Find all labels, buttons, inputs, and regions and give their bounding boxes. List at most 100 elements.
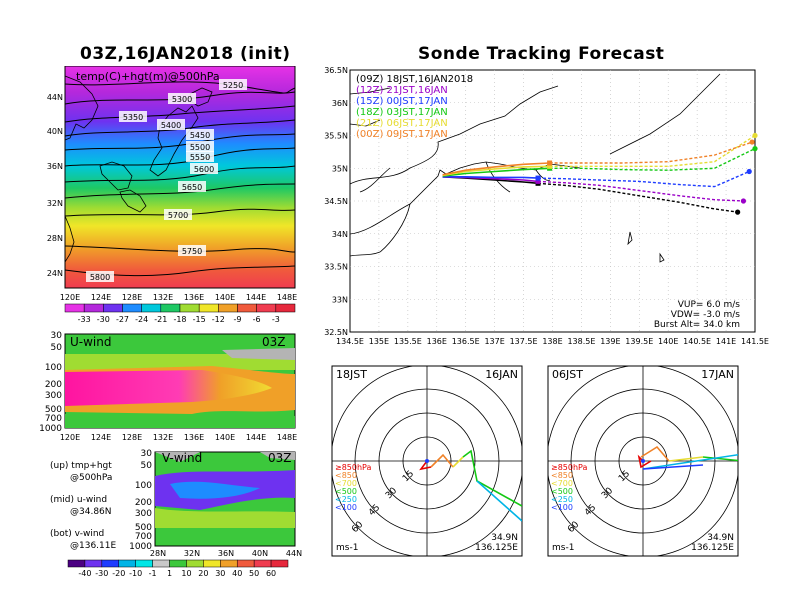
vdw-text: VDW= -3.0 m/s [670, 310, 740, 320]
track-line-dashed [537, 182, 738, 213]
track-marker-end [740, 198, 747, 204]
pressure-label: 200 [135, 498, 152, 508]
contour-label: 5550 [190, 153, 210, 162]
lon-label: 148E [277, 433, 297, 442]
colorbar-label: -24 [135, 315, 148, 324]
colorbar-label: 10 [181, 569, 191, 578]
note-mid: (mid) u-wind [50, 495, 108, 505]
vup-text: VUP= 6.0 m/s [677, 300, 740, 310]
track-line-dashed [537, 170, 750, 188]
hodo-trace [668, 456, 704, 462]
hodo-pos-lon: 136.125E [475, 543, 518, 553]
track-line-solid [442, 162, 550, 176]
x-tick-label: 139E [600, 337, 620, 346]
lon-label: 128E [122, 293, 142, 302]
x-tick-label: 135E [369, 337, 389, 346]
pressure-label: 1000 [129, 542, 152, 552]
colorbar-label: 30 [215, 569, 225, 578]
note-bot: (bot) v-wind [50, 529, 105, 539]
colorbar-label: -1 [149, 569, 157, 578]
hodo-pos-lon: 136.125E [691, 543, 734, 553]
track-marker-end [749, 139, 755, 145]
contour-label: 5600 [194, 165, 214, 174]
pressure-label: 100 [135, 481, 152, 491]
hodo-pos-lat: 34.9N [707, 533, 734, 543]
track-line-solid [442, 167, 550, 177]
hodo-legend-item: <250 [335, 495, 357, 504]
v-colorbar [67, 559, 289, 568]
hodo-legend-item: <250 [551, 495, 573, 504]
colorbar-swatch [152, 559, 170, 568]
track-x-labels: 134.5E 135E 135.5E 136E 136.5E 137E 137.5E 138E… [336, 337, 769, 346]
hodo-legend-item: <500 [335, 487, 357, 496]
map-lon-labels: 120E 124E 128E 132E 136E 140E 144E 148E [60, 293, 297, 302]
track-series [442, 168, 752, 188]
contour-label: 5500 [190, 143, 210, 152]
y-tick-label: 32.5N [324, 328, 348, 337]
x-tick-label: 141.5E [741, 337, 769, 346]
colorbar-swatch [270, 559, 289, 568]
track-legend-item: (12Z) 21JST,16JAN [356, 85, 448, 96]
hodo-trace [462, 449, 522, 507]
colorbar-swatch [84, 559, 103, 568]
track-legend-item: (18Z) 03JST,17JAN [356, 107, 448, 118]
hodo-unit: ms-1 [336, 543, 358, 553]
y-tick-label: 33.5N [324, 263, 348, 272]
colorbar-swatch [256, 303, 277, 313]
colorbar-swatch [141, 303, 162, 313]
hodo-origin [425, 459, 429, 463]
hodo-origin [641, 459, 645, 463]
lat-label: 28N [47, 234, 63, 243]
colorbar-label: -21 [154, 315, 167, 324]
note-up2: @500hPa [70, 473, 113, 483]
y-tick-label: 36.5N [324, 66, 348, 75]
note-up: (up) tmp+hgt [50, 461, 112, 471]
x-tick-label: 138E [542, 337, 562, 346]
pressure-label: 1000 [39, 424, 62, 434]
vwind-label: V-wind [162, 451, 202, 465]
x-tick-label: 139.5E [625, 337, 653, 346]
lat-label: 32N [47, 199, 63, 208]
hodo-trace [430, 453, 454, 468]
track-line-solid [442, 165, 550, 177]
track-legend: (09Z) 18JST,16JAN2018 (12Z) 21JST,16JAN (1… [356, 74, 473, 140]
colorbar-swatch [118, 559, 136, 568]
lon-label: 136E [184, 293, 204, 302]
colorbar-label: 1 [167, 569, 172, 578]
contour-label: 5450 [190, 131, 210, 140]
lat-label: 40N [252, 549, 268, 558]
map-panel-label: temp(C)+hgt(m)@500hPa [76, 70, 220, 83]
colorbar-swatch [160, 303, 181, 313]
colorbar-swatch [275, 303, 296, 313]
pressure-label: 700 [45, 414, 62, 424]
y-tick-label: 33N [332, 295, 348, 304]
colorbar-label: -30 [95, 569, 108, 578]
x-tick-label: 138.5E [567, 337, 595, 346]
x-tick-label: 137.5E [510, 337, 538, 346]
hodo-trace [642, 464, 704, 470]
hodo-trace [452, 456, 464, 468]
track-marker-end [735, 209, 741, 215]
left-title: 03Z,16JAN2018 (init) [80, 44, 291, 64]
lon-label: 132E [153, 433, 173, 442]
hodo-trace [419, 460, 432, 471]
uwind-time: 03Z [262, 335, 286, 349]
track-legend-item: (00Z) 09JST,17JAN [356, 129, 448, 140]
colorbar-swatch [253, 559, 272, 568]
lat-label: 44N [286, 549, 302, 558]
colorbar-label: -30 [97, 315, 110, 324]
x-tick-label: 134.5E [336, 337, 364, 346]
colorbar-label: 40 [232, 569, 242, 578]
colorbar-swatch [103, 303, 123, 313]
hodo-date: 16JAN [485, 368, 518, 381]
colorbar-swatch [236, 559, 255, 568]
uwind-label: U-wind [70, 335, 111, 349]
pressure-label: 200 [45, 380, 62, 390]
map-colorbar [64, 303, 296, 313]
